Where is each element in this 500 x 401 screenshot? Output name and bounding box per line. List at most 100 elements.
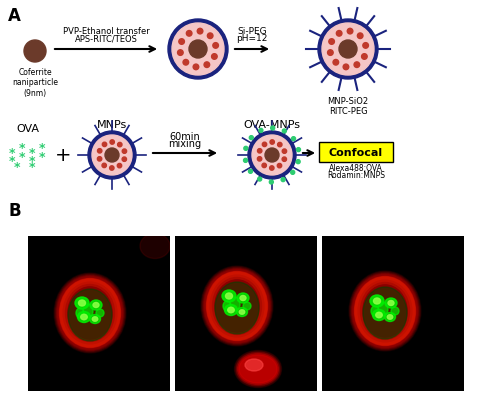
- Text: APS-RITC/TEOS: APS-RITC/TEOS: [74, 34, 138, 43]
- Ellipse shape: [96, 309, 104, 317]
- Circle shape: [110, 140, 114, 145]
- Ellipse shape: [205, 270, 269, 342]
- Bar: [464, 221, 500, 401]
- Bar: [175, 237, 317, 391]
- Bar: [0, 391, 500, 401]
- Circle shape: [198, 29, 203, 35]
- Circle shape: [259, 129, 263, 133]
- Ellipse shape: [385, 298, 397, 308]
- Circle shape: [262, 164, 266, 168]
- Ellipse shape: [59, 278, 121, 348]
- Text: B: B: [8, 201, 20, 219]
- Circle shape: [252, 136, 292, 176]
- Bar: [0, 221, 28, 401]
- Text: *: *: [29, 155, 35, 168]
- Circle shape: [105, 149, 119, 162]
- Ellipse shape: [55, 274, 125, 352]
- Ellipse shape: [370, 295, 384, 307]
- Ellipse shape: [239, 355, 277, 383]
- Ellipse shape: [57, 276, 123, 350]
- Circle shape: [270, 140, 274, 145]
- Circle shape: [270, 180, 274, 184]
- Circle shape: [248, 132, 296, 180]
- Ellipse shape: [140, 234, 170, 259]
- Circle shape: [168, 20, 228, 80]
- Circle shape: [212, 55, 217, 60]
- Circle shape: [258, 157, 262, 162]
- Circle shape: [178, 51, 183, 56]
- Circle shape: [24, 41, 46, 63]
- Ellipse shape: [372, 310, 386, 321]
- Ellipse shape: [351, 273, 419, 349]
- Circle shape: [102, 143, 106, 147]
- Circle shape: [248, 170, 252, 174]
- Circle shape: [278, 164, 281, 168]
- Bar: [28, 237, 170, 391]
- Circle shape: [110, 166, 114, 171]
- Text: pH=12: pH=12: [236, 34, 268, 43]
- Circle shape: [98, 149, 102, 154]
- Ellipse shape: [76, 308, 84, 318]
- Text: *: *: [19, 142, 26, 155]
- Ellipse shape: [387, 315, 393, 320]
- Ellipse shape: [352, 274, 418, 348]
- Ellipse shape: [371, 306, 379, 316]
- Circle shape: [343, 65, 348, 71]
- Circle shape: [122, 150, 126, 154]
- Circle shape: [290, 171, 294, 175]
- Circle shape: [183, 60, 188, 66]
- Circle shape: [122, 158, 126, 162]
- Ellipse shape: [238, 354, 279, 385]
- Circle shape: [358, 34, 363, 39]
- Circle shape: [296, 160, 300, 164]
- Circle shape: [265, 149, 279, 162]
- Ellipse shape: [388, 301, 394, 306]
- Circle shape: [354, 63, 360, 68]
- Text: OVA-MNPs: OVA-MNPs: [244, 120, 300, 130]
- FancyBboxPatch shape: [319, 143, 393, 162]
- Circle shape: [348, 29, 353, 35]
- Circle shape: [244, 159, 248, 163]
- Circle shape: [244, 147, 248, 151]
- Circle shape: [322, 24, 374, 76]
- Ellipse shape: [203, 268, 271, 344]
- Circle shape: [292, 138, 296, 141]
- Text: *: *: [39, 151, 46, 164]
- Ellipse shape: [354, 276, 416, 346]
- Circle shape: [92, 136, 132, 176]
- Ellipse shape: [75, 297, 89, 309]
- Text: PVP-Ethanol transfer: PVP-Ethanol transfer: [62, 27, 150, 36]
- Circle shape: [250, 136, 254, 140]
- Text: Si-PEG: Si-PEG: [237, 27, 267, 36]
- Ellipse shape: [78, 312, 90, 323]
- Text: +: +: [55, 146, 72, 165]
- Ellipse shape: [378, 302, 388, 316]
- Ellipse shape: [245, 359, 263, 371]
- Circle shape: [118, 143, 122, 148]
- Ellipse shape: [226, 293, 232, 299]
- Bar: [322, 237, 464, 391]
- Circle shape: [213, 44, 218, 49]
- Circle shape: [102, 164, 106, 168]
- Text: Coferrite
naniparticle
(9nm): Coferrite naniparticle (9nm): [12, 68, 58, 97]
- Ellipse shape: [93, 303, 99, 308]
- Bar: [170, 221, 175, 401]
- Text: Rodamin:MNPS: Rodamin:MNPS: [327, 170, 385, 180]
- Ellipse shape: [81, 314, 87, 320]
- Ellipse shape: [384, 313, 396, 322]
- Circle shape: [172, 24, 224, 76]
- Text: mixing: mixing: [168, 139, 202, 149]
- Ellipse shape: [92, 317, 98, 322]
- Ellipse shape: [363, 287, 407, 339]
- Text: 60min: 60min: [170, 132, 200, 142]
- Ellipse shape: [222, 290, 236, 302]
- Circle shape: [363, 44, 368, 49]
- Circle shape: [278, 143, 282, 148]
- Text: OVA: OVA: [16, 124, 40, 134]
- Circle shape: [339, 41, 357, 59]
- Circle shape: [333, 60, 338, 66]
- Circle shape: [329, 40, 334, 45]
- Ellipse shape: [228, 308, 234, 313]
- Text: *: *: [9, 147, 16, 160]
- Text: *: *: [29, 147, 35, 160]
